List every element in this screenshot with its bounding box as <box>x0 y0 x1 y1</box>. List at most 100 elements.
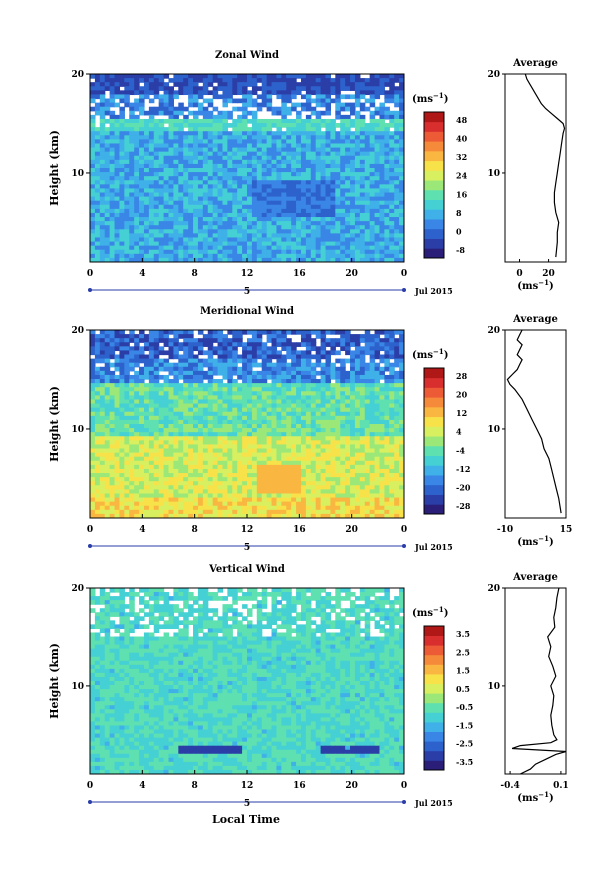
colorbar: 48 40 32 24 16 8 0 -8 <box>423 111 468 259</box>
x-tick-label: 20 <box>345 781 358 791</box>
avg-x-tick-label: -10 <box>497 525 513 535</box>
panel-title: Meridional Wind <box>200 306 294 317</box>
avg-y-tick-label: 10 <box>487 425 500 435</box>
average-unit: (ms−1) <box>517 534 553 548</box>
colorbar-tick-label: -0.5 <box>456 702 473 712</box>
colorbar-unit: (ms−1) <box>412 605 448 619</box>
x-tick-label: 20 <box>345 269 358 279</box>
y-axis-label: Height (km) <box>48 386 61 462</box>
x-tick-label: 16 <box>293 525 306 535</box>
avg-x-tick-label: -0.4 <box>500 781 519 791</box>
average-title: Average <box>512 572 558 583</box>
colorbar-swatch <box>424 121 444 132</box>
panel-title: Vertical Wind <box>208 564 285 575</box>
date-rail-end <box>88 288 92 292</box>
colorbar-swatch <box>424 731 444 742</box>
x-tick-label: 0 <box>87 781 93 791</box>
colorbar-swatch <box>424 150 444 162</box>
heatmap-field <box>90 330 404 518</box>
colorbar-tick-label: 48 <box>456 115 468 125</box>
colorbar-tick-label: 0 <box>456 226 462 236</box>
y-tick-label: 10 <box>71 425 84 435</box>
avg-y-tick-label: 10 <box>487 169 500 179</box>
colorbar-swatch <box>424 189 444 200</box>
colorbar-swatch <box>424 683 444 694</box>
colorbar-tick-label: -4 <box>456 445 465 455</box>
colorbar-tick-label: 24 <box>456 171 468 181</box>
colorbar-tick-label: 40 <box>456 134 468 144</box>
colorbar-swatch <box>424 160 444 171</box>
avg-x-tick-label: 15 <box>560 525 573 535</box>
average-title: Average <box>512 58 558 69</box>
day-label: 5 <box>244 799 250 809</box>
colorbar-swatch <box>424 377 444 388</box>
colorbar-swatch <box>424 397 444 408</box>
average-panel: Average 20 10 -10 15 (ms−1) <box>487 314 572 548</box>
colorbar-swatch <box>424 475 444 486</box>
date-rail-end <box>88 544 92 548</box>
colorbar-frame <box>423 367 445 515</box>
colorbar-swatch <box>424 238 444 249</box>
average-profile-line <box>506 329 562 514</box>
colorbar-swatch <box>424 387 444 398</box>
average-panel: Average 20 10 -0.4 0.1(ms−1) <box>487 572 568 804</box>
colorbar-swatch <box>424 445 444 456</box>
colorbar-swatch <box>424 760 444 771</box>
colorbar-swatch <box>424 494 444 505</box>
x-tick-label: 8 <box>192 525 198 535</box>
colorbar-unit: (ms−1) <box>412 91 448 105</box>
colorbar-tick-label: 8 <box>456 208 462 218</box>
colorbar-swatch <box>424 426 444 437</box>
colorbar-tick-label: 1.5 <box>456 666 470 676</box>
colorbar-tick-label: -2.5 <box>456 739 473 749</box>
average-unit: (ms−1) <box>517 790 553 804</box>
colorbar-tick-label: -12 <box>456 464 470 474</box>
y-axis-label: Height (km) <box>48 643 61 719</box>
colorbar-tick-label: -8 <box>456 245 465 255</box>
x-tick-label: 4 <box>139 525 145 535</box>
colorbar-swatch <box>424 484 444 495</box>
colorbar-swatch <box>424 664 444 675</box>
x-tick-label: 12 <box>241 269 254 279</box>
y-tick-label: 10 <box>71 682 84 692</box>
y-axis-label: Height (km) <box>48 130 61 206</box>
average-title: Average <box>512 314 558 325</box>
colorbar-tick-label: 3.5 <box>456 629 470 639</box>
colorbar-swatch <box>424 654 444 665</box>
colorbar-swatch <box>424 635 444 646</box>
date-rail-end <box>402 800 406 804</box>
avg-x-tick-label: 0 <box>516 269 522 279</box>
colorbar-swatch <box>424 228 444 239</box>
colorbar-tick-label: 32 <box>456 152 467 162</box>
heatmap-field <box>90 588 404 774</box>
x-axis-label: Local Time <box>212 813 280 826</box>
colorbar-swatch <box>424 504 444 515</box>
average-frame <box>504 73 567 263</box>
avg-y-tick-label: 10 <box>487 682 500 692</box>
colorbar-swatch <box>424 693 444 704</box>
colorbar-swatch <box>424 674 444 684</box>
x-tick-label: 0 <box>401 269 407 279</box>
colorbar-tick-label: -20 <box>456 482 471 492</box>
colorbar-swatch <box>424 112 444 123</box>
colorbar: 28 20 12 4 -4 -12 -20 -28 <box>423 367 471 515</box>
colorbar-tick-label: 2.5 <box>456 647 470 657</box>
colorbar: 3.5 2.5 1.5 0.5 -0.5 -1.5 -2.5 -3.5 <box>423 625 473 771</box>
y-tick-label: 20 <box>71 326 84 336</box>
colorbar-tick-label: -1.5 <box>456 720 473 730</box>
y-tick-label: 10 <box>71 169 84 179</box>
x-tick-label: 8 <box>192 269 198 279</box>
y-tick-label: 20 <box>71 70 84 80</box>
colorbar-swatch <box>424 416 444 427</box>
colorbar-swatch <box>424 131 444 142</box>
x-tick-label: 0 <box>401 525 407 535</box>
average-unit: (ms−1) <box>517 278 553 292</box>
avg-y-tick-label: 20 <box>487 70 500 80</box>
date-rail-end <box>402 288 406 292</box>
colorbar-swatch <box>424 702 444 713</box>
day-label: 5 <box>244 287 250 297</box>
colorbar-swatch <box>424 645 444 656</box>
